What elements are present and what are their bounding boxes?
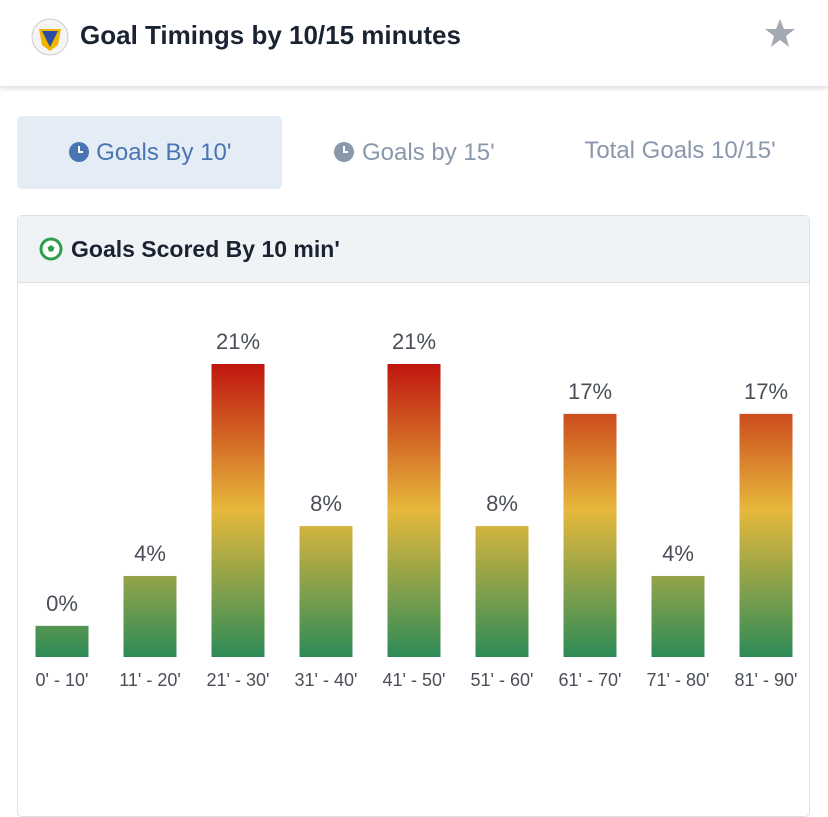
value-label: 8%: [486, 491, 518, 516]
bar: [651, 575, 705, 657]
ball-icon: [39, 237, 63, 261]
value-label: 8%: [310, 491, 342, 516]
bar: [35, 625, 89, 657]
panel-header: [18, 216, 809, 283]
tab-label: Total Goals 10/15': [584, 137, 776, 164]
favorite-star[interactable]: [764, 17, 796, 49]
value-label: 0%: [46, 591, 78, 616]
x-tick-label: 71' - 80': [647, 670, 710, 690]
tab[interactable]: Goals By 10': [17, 116, 282, 189]
x-tick-label: 21' - 30': [207, 670, 270, 690]
page-title: Goal Timings by 10/15 minutes: [80, 20, 461, 50]
x-tick-label: 41' - 50': [383, 670, 446, 690]
bar: [299, 526, 353, 657]
value-label: 4%: [134, 541, 166, 566]
panel-title: Goals Scored By 10 min': [71, 236, 340, 262]
tab-label: Goals by 15': [362, 139, 495, 166]
x-tick-label: 11' - 20': [119, 670, 181, 690]
x-tick-label: 0' - 10': [36, 670, 89, 690]
bar: [475, 526, 529, 657]
team-logo: [31, 18, 69, 56]
tab-label: Goals By 10': [96, 139, 232, 166]
x-tick-label: 61' - 70': [559, 670, 622, 690]
x-tick-label: 81' - 90': [735, 670, 798, 690]
x-tick-label: 31' - 40': [295, 670, 358, 690]
value-label: 4%: [662, 541, 694, 566]
value-label: 17%: [568, 379, 612, 404]
value-label: 21%: [392, 329, 436, 354]
tab[interactable]: Goals by 15': [300, 116, 528, 189]
x-tick-label: 51' - 60': [471, 670, 534, 690]
clock-icon: [334, 142, 355, 162]
chart-panel: Goals Scored By 10 min' 0' - 10' 0% 11' - …: [17, 215, 810, 817]
bar: [123, 575, 177, 657]
clock-icon: [68, 142, 89, 162]
value-label: 21%: [216, 329, 260, 354]
bar: [211, 364, 265, 657]
header: Goal Timings by 10/15 minutes: [0, 0, 828, 87]
tab[interactable]: Total Goals 10/15': [550, 116, 810, 189]
bar: [563, 413, 617, 657]
chart: 0' - 10' 0% 11' - 20' 4% 21' - 30' 21% 31' - 4…: [35, 329, 798, 690]
bar: [739, 413, 793, 657]
bar: [387, 364, 441, 657]
value-label: 17%: [744, 379, 788, 404]
